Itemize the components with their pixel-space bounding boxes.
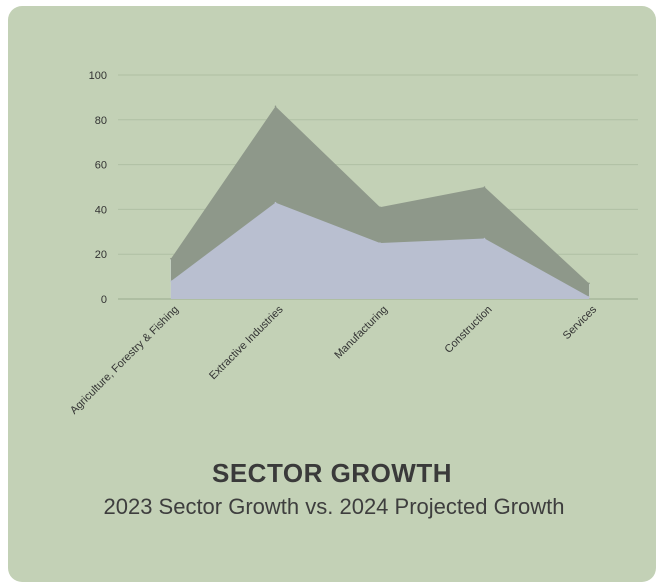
chart-subtitle: 2023 Sector Growth vs. 2024 Projected Gr… <box>100 492 568 522</box>
x-tick-label: Manufacturing <box>332 304 390 362</box>
x-tick-label: Agriculture, Forestry & Fishing <box>68 304 181 417</box>
data-point <box>379 206 381 208</box>
data-point <box>588 296 590 298</box>
data-point <box>484 186 486 188</box>
data-point <box>275 202 277 204</box>
area-series <box>170 106 590 299</box>
y-tick-label: 0 <box>101 294 107 306</box>
data-point <box>275 106 277 108</box>
chart-title: SECTOR GROWTH <box>8 458 656 489</box>
y-axis-ticks: 0 20 40 60 80 100 <box>89 70 107 306</box>
data-point <box>484 238 486 240</box>
y-tick-label: 20 <box>95 249 107 261</box>
x-tick-label: Extractive Industries <box>207 303 286 382</box>
data-point <box>379 242 381 244</box>
y-tick-label: 100 <box>89 70 107 82</box>
data-point <box>170 280 172 282</box>
x-tick-label: Services <box>561 303 600 342</box>
y-tick-label: 40 <box>95 204 107 216</box>
y-tick-label: 80 <box>95 115 107 127</box>
x-axis-ticks: Agriculture, Forestry & Fishing Extractiv… <box>68 303 599 416</box>
y-tick-label: 60 <box>95 160 107 172</box>
data-point <box>588 283 590 285</box>
data-point <box>170 258 172 260</box>
x-tick-label: Construction <box>442 304 494 356</box>
